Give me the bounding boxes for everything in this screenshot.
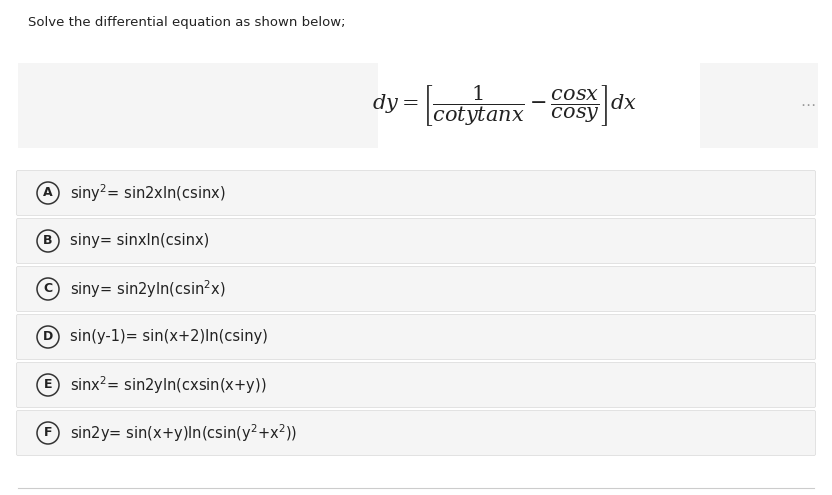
Text: sin2y= sin(x+y)ln(csin(y$^2$+x$^2$)): sin2y= sin(x+y)ln(csin(y$^2$+x$^2$)): [70, 422, 297, 444]
Text: sin(y-1)= sin(x+2)ln(csiny): sin(y-1)= sin(x+2)ln(csiny): [70, 330, 268, 345]
Text: D: D: [43, 331, 53, 344]
Text: A: A: [43, 187, 52, 199]
FancyBboxPatch shape: [17, 362, 815, 407]
FancyBboxPatch shape: [17, 218, 815, 263]
Text: C: C: [43, 283, 52, 296]
Text: $dy = \left[\dfrac{1}{cotytanx} - \dfrac{cosx}{cosy}\right]dx$: $dy = \left[\dfrac{1}{cotytanx} - \dfrac…: [373, 83, 637, 128]
Text: F: F: [44, 427, 52, 440]
FancyBboxPatch shape: [17, 170, 815, 215]
Text: siny= sin2yln(csin$^2$x): siny= sin2yln(csin$^2$x): [70, 278, 225, 300]
Text: sinx$^2$= sin2yln(cxsin(x+y)): sinx$^2$= sin2yln(cxsin(x+y)): [70, 374, 266, 396]
Text: siny= sinxln(csinx): siny= sinxln(csinx): [70, 234, 210, 248]
Text: B: B: [43, 235, 52, 248]
Text: siny$^2$= sin2xln(csinx): siny$^2$= sin2xln(csinx): [70, 182, 225, 204]
FancyBboxPatch shape: [17, 410, 815, 455]
Text: Solve the differential equation as shown below;: Solve the differential equation as shown…: [28, 16, 345, 29]
FancyBboxPatch shape: [18, 63, 378, 148]
Text: ⋯: ⋯: [800, 98, 815, 112]
FancyBboxPatch shape: [17, 314, 815, 359]
Text: E: E: [44, 379, 52, 392]
FancyBboxPatch shape: [700, 63, 818, 148]
FancyBboxPatch shape: [17, 266, 815, 311]
